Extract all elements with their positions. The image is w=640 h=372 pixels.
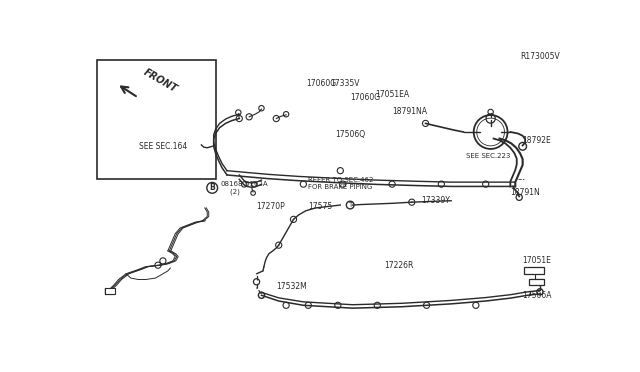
Text: 17575: 17575 xyxy=(308,202,333,211)
Text: 17270P: 17270P xyxy=(257,202,285,211)
Text: 17051E: 17051E xyxy=(523,256,552,265)
Text: 18791N: 18791N xyxy=(510,187,540,197)
Text: 08168-6162A
    (2): 08168-6162A (2) xyxy=(221,181,269,195)
Text: 17532M: 17532M xyxy=(276,282,307,291)
Text: 17060G: 17060G xyxy=(350,93,380,102)
Bar xyxy=(105,288,115,294)
Text: 17339Y: 17339Y xyxy=(422,196,451,205)
Text: 18792E: 18792E xyxy=(523,136,552,145)
Text: 17335V: 17335V xyxy=(330,79,360,88)
Bar xyxy=(529,279,544,285)
Text: 17060G: 17060G xyxy=(306,79,336,88)
Text: T: T xyxy=(348,202,352,208)
Bar xyxy=(524,267,544,274)
Bar xyxy=(97,60,216,179)
Text: SEE SEC.223: SEE SEC.223 xyxy=(466,153,510,159)
Text: R173005V: R173005V xyxy=(520,52,559,61)
Text: 18791NA: 18791NA xyxy=(392,108,427,116)
Text: SEE SEC.164: SEE SEC.164 xyxy=(139,142,187,151)
Text: REFER TO SEC.462
FOR BRAKE PIPING: REFER TO SEC.462 FOR BRAKE PIPING xyxy=(308,177,374,190)
Text: FRONT: FRONT xyxy=(142,67,179,94)
Text: 17506Q: 17506Q xyxy=(335,130,365,140)
Text: 17051EA: 17051EA xyxy=(375,90,409,99)
Text: 17506A: 17506A xyxy=(523,291,552,300)
Text: B: B xyxy=(209,183,215,192)
Text: 17226R: 17226R xyxy=(385,261,414,270)
